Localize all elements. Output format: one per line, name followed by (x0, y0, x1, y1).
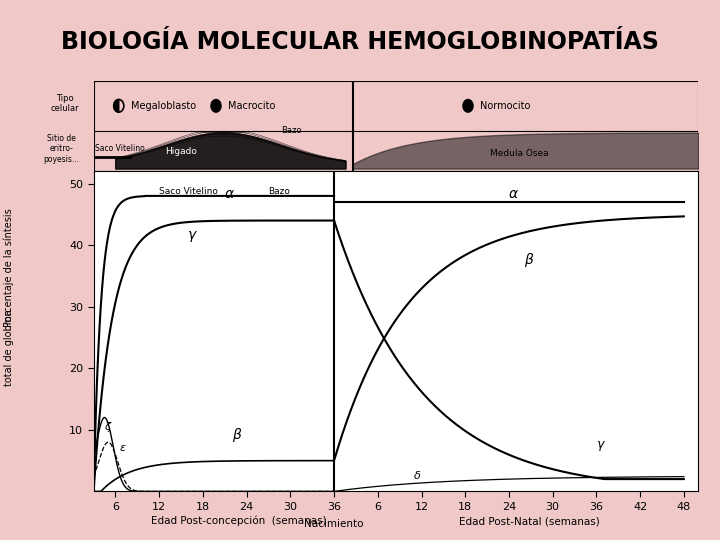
Text: Saco Vitelino: Saco Vitelino (95, 144, 145, 153)
Text: Megaloblasto: Megaloblasto (131, 101, 196, 111)
Text: Higado: Higado (166, 147, 197, 156)
Wedge shape (114, 99, 119, 112)
Text: Sitio de
eritro-
poyesis...: Sitio de eritro- poyesis... (44, 134, 79, 164)
Circle shape (463, 99, 473, 112)
Text: α: α (509, 187, 518, 201)
Text: Normocito: Normocito (480, 101, 531, 111)
Text: Medula Osea: Medula Osea (490, 148, 548, 158)
Text: total de globina: total de globina (4, 309, 14, 386)
Text: Macrocito: Macrocito (228, 101, 276, 111)
Text: Edad Post-concepción  (semanas): Edad Post-concepción (semanas) (151, 516, 327, 526)
Text: δ: δ (414, 471, 421, 481)
Text: β: β (232, 428, 241, 442)
Text: ζ: ζ (104, 422, 111, 432)
Text: α: α (225, 187, 234, 201)
Text: Bazo: Bazo (269, 187, 290, 195)
Text: ε: ε (119, 443, 125, 454)
Text: β: β (523, 253, 532, 267)
Text: Tipo
celular: Tipo celular (51, 94, 79, 113)
Text: BIOLOGÍA MOLECULAR HEMOGLOBINOPATÍAS: BIOLOGÍA MOLECULAR HEMOGLOBINOPATÍAS (61, 30, 659, 53)
Text: γ: γ (596, 438, 604, 451)
Text: γ: γ (189, 228, 197, 242)
Circle shape (211, 99, 221, 112)
Text: Edad Post-Natal (semanas): Edad Post-Natal (semanas) (459, 516, 600, 526)
Text: Nacimiento: Nacimiento (305, 519, 364, 529)
Text: Bazo: Bazo (281, 126, 301, 135)
Text: Porcentaje de la síntesis: Porcentaje de la síntesis (4, 208, 14, 327)
Text: Saco Vitelino: Saco Vitelino (159, 187, 218, 195)
